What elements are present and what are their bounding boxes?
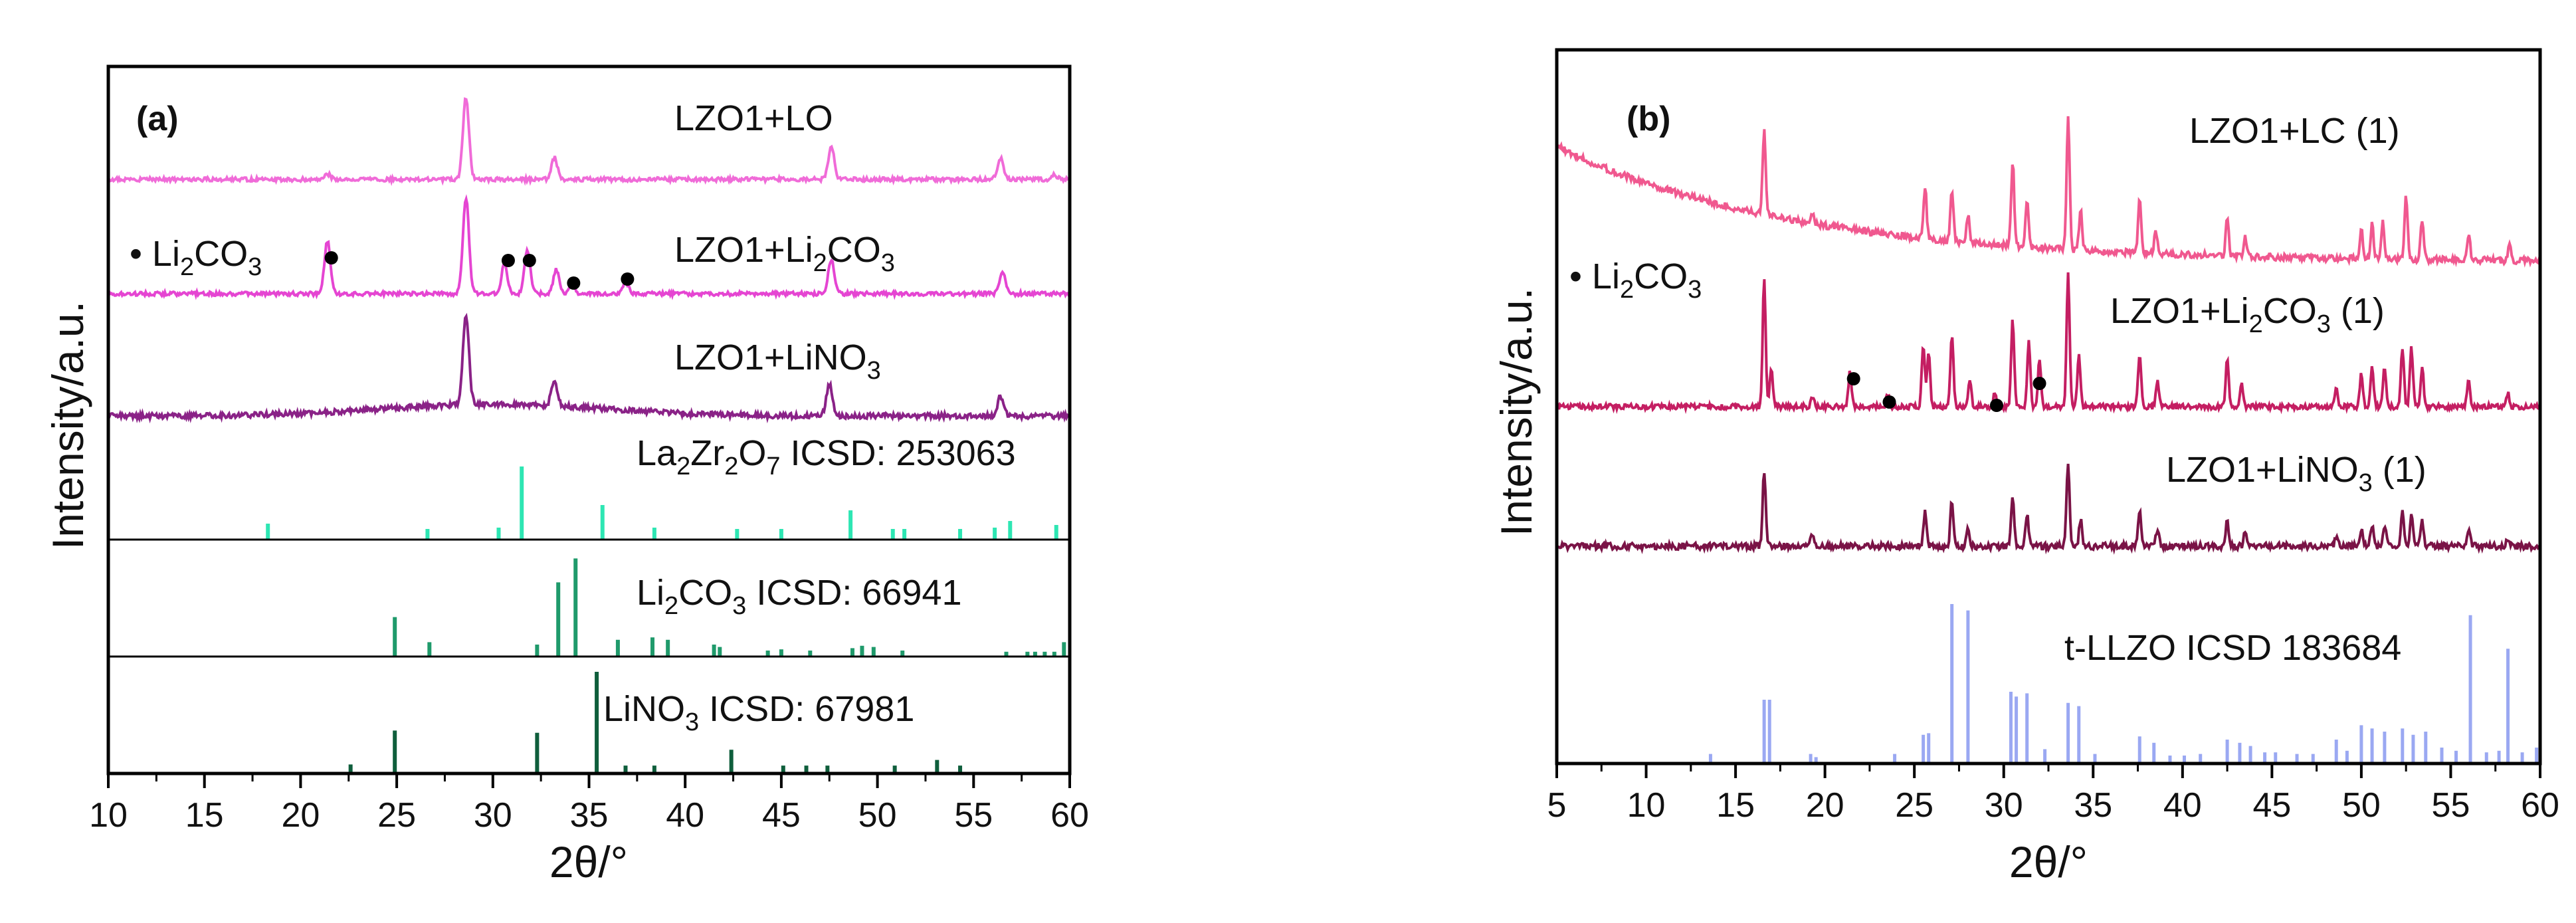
x-tick-label: 30: [1985, 786, 2023, 825]
x-tick-label: 15: [1716, 786, 1755, 825]
panel-a-y-axis-label: Intensity/a.u.: [43, 301, 92, 550]
panel-b-label: (b): [1627, 100, 1670, 138]
x-tick-label: 35: [2074, 786, 2112, 825]
panel-b-reference-sticks: [1708, 604, 2539, 764]
x-tick-label: 20: [281, 796, 320, 835]
x-tick-label: 55: [954, 796, 993, 835]
panel-a-li2co3-markers: [324, 251, 635, 290]
x-tick-label: 20: [1806, 786, 1844, 825]
x-tick-label: 60: [2521, 786, 2559, 825]
li2co3-marker: [1882, 395, 1896, 409]
panel-a-traces: [107, 97, 1071, 424]
series-label-lzo1-li2co3: LZO1+Li2CO3: [674, 230, 895, 277]
panel-a-x-ticks: 10 15 20 25 30 35 40 45 50 55 60: [89, 773, 1089, 835]
panel-a-x-axis-label: 2θ/°: [549, 837, 628, 886]
series-label-lzo1-li2co3-1: LZO1+Li2CO3 (1): [2110, 291, 2385, 338]
series-label-lzo1-lino3-1: LZO1+LiNO3 (1): [2166, 450, 2427, 497]
series-line-3: [107, 312, 1071, 424]
panel-a-legend-li2co3: • Li2CO3: [130, 234, 262, 281]
panel-b-x-axis-label: 2θ/°: [2009, 837, 2088, 886]
x-tick-label: 45: [762, 796, 801, 835]
series-line-1: [107, 97, 1071, 187]
ref-label-lino3: LiNO3 ICSD: 67981: [603, 689, 914, 736]
series-line-2: [108, 194, 1071, 300]
x-tick-label: 10: [1627, 786, 1666, 825]
panel-b-x-ticks: 5 10 15 20 25 30 35 40 45 50 55 60: [1547, 764, 2559, 825]
ref-label-la2zr2o7: La2Zr2O7 ICSD: 253063: [637, 433, 1016, 480]
panel-a: 10 15 20 25 30 35 40 45 50 55 60 (a) LZO1+LO LZO1+…: [43, 64, 1089, 886]
series-label-lzo1-lo: LZO1+LO: [674, 98, 833, 138]
li2co3-marker: [1989, 399, 2003, 412]
li2co3-marker: [522, 254, 536, 267]
panel-b-li2co3-markers: [1846, 372, 2046, 412]
li2co3-marker: [324, 251, 338, 264]
panel-a-label: (a): [136, 100, 179, 138]
series-line-2: [1555, 272, 2541, 415]
x-tick-label: 50: [858, 796, 897, 835]
x-tick-label: 50: [2342, 786, 2381, 825]
li2co3-marker: [567, 276, 581, 290]
x-tick-label: 40: [666, 796, 704, 835]
series-line-1: [1555, 116, 2541, 268]
x-tick-label: 60: [1050, 796, 1089, 835]
series-line-3: [1555, 463, 2541, 555]
li2co3-marker: [2032, 377, 2046, 390]
panel-a-reference-sticks: [266, 466, 1066, 773]
ref-label-t-llzo: t-LLZO ICSD 183684: [2064, 628, 2401, 668]
series-label-lzo1-lino3: LZO1+LiNO3: [674, 338, 881, 385]
panel-b-y-axis-label: Intensity/a.u.: [1492, 288, 1541, 536]
panel-b: 5 10 15 20 25 30 35 40 45 50 55 60 (b) LZO1+LC (1) …: [1492, 48, 2559, 886]
li2co3-marker: [1846, 372, 1860, 385]
li2co3-marker: [501, 254, 515, 267]
x-tick-label: 15: [185, 796, 224, 835]
panel-b-traces: [1555, 116, 2541, 555]
x-tick-label: 45: [2252, 786, 2291, 825]
series-label-lzo1-lc-1: LZO1+LC (1): [2189, 111, 2400, 151]
x-tick-label: 55: [2432, 786, 2470, 825]
x-tick-label: 25: [377, 796, 416, 835]
x-tick-label: 30: [474, 796, 512, 835]
x-tick-label: 25: [1895, 786, 1933, 825]
li2co3-marker: [621, 272, 635, 286]
panel-b-legend-li2co3: • Li2CO3: [1569, 256, 1702, 304]
x-tick-label: 40: [2163, 786, 2202, 825]
x-tick-label: 10: [89, 796, 128, 835]
ref-label-li2co3: Li2CO3 ICSD: 66941: [637, 573, 962, 620]
x-tick-label: 35: [570, 796, 609, 835]
x-tick-label: 5: [1547, 786, 1567, 825]
